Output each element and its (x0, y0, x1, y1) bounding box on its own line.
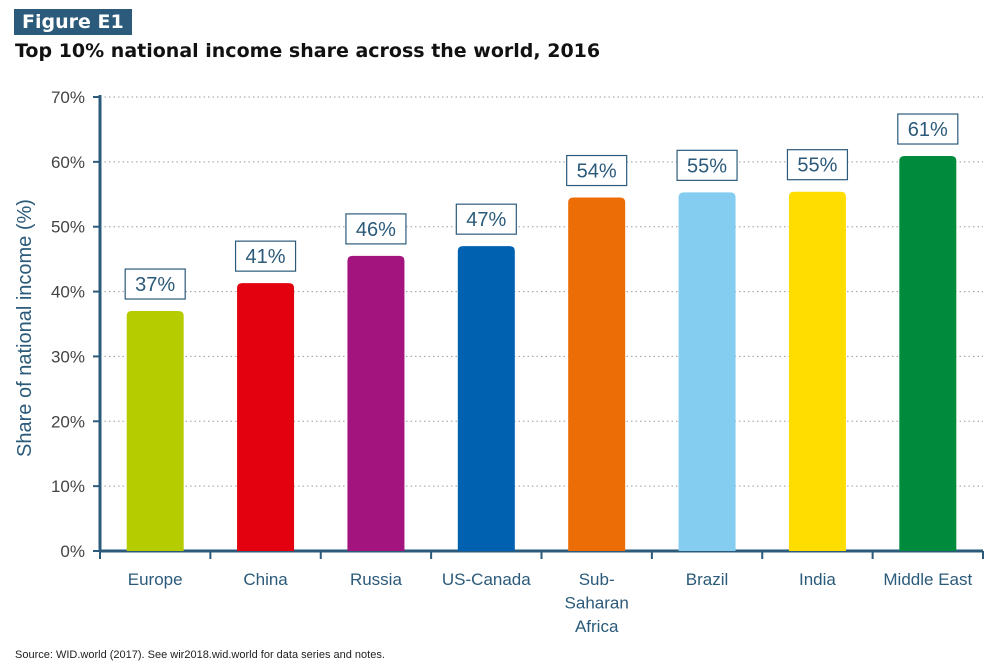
y-tick-label: 0% (60, 542, 85, 561)
source-note: Source: WID.world (2017). See wir2018.wi… (15, 649, 385, 661)
x-tick-label: China (243, 570, 288, 589)
data-label: 46% (356, 219, 396, 241)
bar-3 (347, 255, 405, 551)
chart-title: Top 10% national income share across the… (15, 40, 601, 62)
x-tick-label: Sub- Saharan Africa (565, 570, 629, 636)
x-tick-label-line: Russia (350, 570, 403, 589)
data-label: 37% (135, 274, 175, 296)
x-tick-label: Europe (128, 570, 183, 589)
data-label-box (566, 154, 628, 187)
data-label-box (345, 213, 407, 245)
x-tick-label-line: Saharan (565, 594, 629, 613)
bar-7 (788, 191, 846, 552)
x-tick-label-line: Brazil (686, 570, 729, 589)
y-tick-label: 30% (51, 347, 85, 366)
x-tick-label: Russia (350, 570, 403, 589)
x-tick-label: Brazil (686, 570, 729, 589)
data-label: 55% (687, 155, 727, 177)
data-label-box (234, 240, 297, 272)
x-tick-label-line: US-Canada (442, 570, 531, 589)
x-tick-label-line: Europe (128, 570, 183, 589)
x-tick-label-line: India (799, 570, 836, 589)
bar-2 (237, 283, 295, 551)
data-label: 47% (466, 209, 506, 231)
y-tick-label: 50% (51, 218, 85, 237)
y-tick-label: 10% (51, 477, 85, 496)
data-label-box (897, 113, 959, 145)
figure-label: Figure E1 (14, 9, 132, 35)
x-tick-label-line: Middle East (883, 570, 972, 589)
data-label: 54% (577, 161, 617, 183)
data-label-box (455, 203, 517, 235)
x-tick-label-line: China (243, 570, 288, 589)
data-label-box (786, 149, 849, 181)
x-tick-label-line: Sub- (579, 570, 615, 589)
data-label-box (676, 149, 738, 181)
bar-1 (126, 311, 184, 551)
bar-4 (457, 246, 515, 551)
data-label: 61% (908, 119, 948, 141)
x-tick-label-line: Africa (575, 617, 619, 636)
x-tick-label: Middle East (883, 570, 972, 589)
y-tick-label: 20% (51, 412, 85, 431)
x-tick-label: US-Canada (442, 570, 531, 589)
x-tick-label: India (799, 570, 836, 589)
data-label: 41% (246, 246, 286, 268)
y-tick-label: 40% (51, 283, 85, 302)
data-label: 55% (797, 155, 837, 177)
bar-6 (678, 192, 736, 551)
y-axis-label: Share of national income (%) (14, 199, 36, 457)
y-tick-label: 60% (51, 153, 85, 172)
bar-5 (568, 197, 626, 551)
data-label-box (124, 268, 186, 300)
y-tick-label: 70% (51, 88, 85, 107)
bar-8 (899, 156, 957, 551)
